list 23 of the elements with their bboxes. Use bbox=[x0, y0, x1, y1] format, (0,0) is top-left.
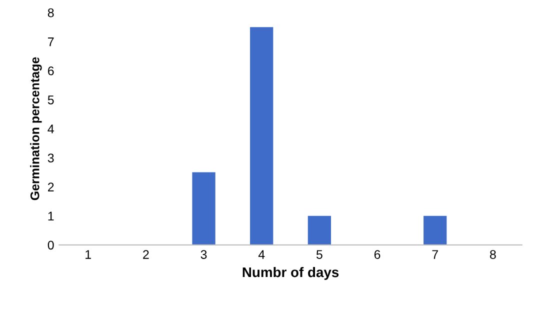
x-tick-label: 5 bbox=[316, 250, 322, 259]
bar bbox=[250, 27, 274, 245]
y-tick-label: 3 bbox=[48, 154, 54, 162]
bar bbox=[192, 172, 216, 245]
x-tick-label: 4 bbox=[258, 250, 265, 259]
y-tick-label: 7 bbox=[48, 38, 54, 46]
y-axis-title: Germination percentage bbox=[30, 57, 42, 200]
y-tick-label: 4 bbox=[48, 124, 54, 134]
y-tick-label: 1 bbox=[48, 212, 54, 220]
x-tick-label: 2 bbox=[143, 250, 149, 259]
y-tick-label: 2 bbox=[48, 182, 54, 192]
y-tick-label: 8 bbox=[48, 8, 54, 18]
bar bbox=[308, 216, 332, 245]
x-tick-label: 3 bbox=[200, 250, 207, 259]
x-tick-label: 6 bbox=[374, 250, 380, 259]
y-tick-label: 0 bbox=[48, 240, 54, 250]
y-tick-label: 5 bbox=[48, 96, 54, 104]
bar bbox=[424, 216, 447, 245]
x-tick-label: 1 bbox=[86, 250, 91, 259]
x-tick-label: 8 bbox=[490, 250, 496, 259]
x-tick-label: 7 bbox=[432, 250, 438, 259]
x-axis-title: Numbr of days bbox=[242, 266, 339, 280]
y-tick-label: 6 bbox=[48, 66, 54, 76]
